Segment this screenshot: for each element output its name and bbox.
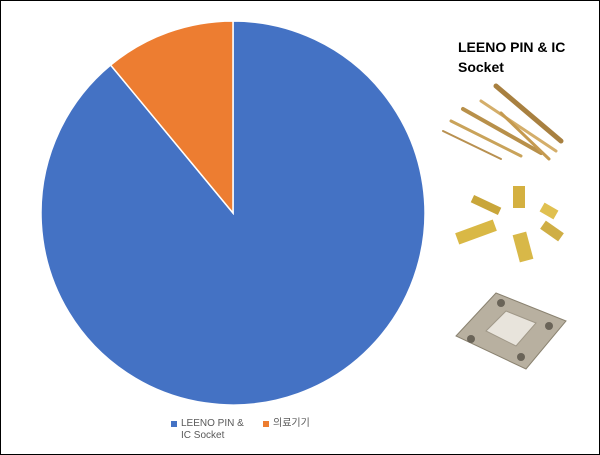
- legend-swatch: [263, 421, 269, 427]
- legend-label: 의료기기: [273, 418, 310, 429]
- legend: LEENO PIN & IC Socket 의료기기: [171, 418, 310, 442]
- legend-label: LEENO PIN & IC Socket: [181, 418, 244, 441]
- legend-item: LEENO PIN & IC Socket: [171, 418, 253, 442]
- annotation: LEENO PIN & IC Socket: [458, 39, 566, 75]
- legend-item: 의료기기: [263, 418, 310, 442]
- pie-slice: [109, 20, 234, 216]
- socket-image: [455, 186, 564, 263]
- legend-swatch: [171, 421, 177, 427]
- product-images: [442, 83, 567, 370]
- pin-image: [442, 83, 564, 161]
- module-image: [455, 292, 567, 370]
